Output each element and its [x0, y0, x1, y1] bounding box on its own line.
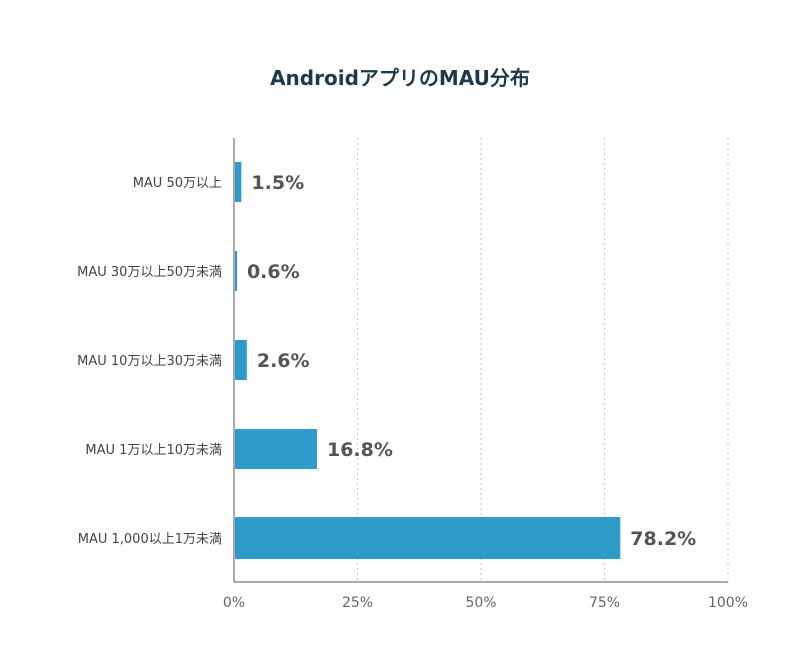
category-label: MAU 1,000以上1万未満 — [78, 532, 222, 547]
x-tick-label: 75% — [589, 595, 620, 611]
category-label: MAU 50万以上 — [133, 176, 222, 191]
bar — [235, 162, 242, 202]
bar — [235, 340, 247, 380]
category-label: MAU 1万以上10万未満 — [85, 443, 222, 458]
data-label: 78.2% — [630, 528, 696, 550]
data-label: 0.6% — [247, 261, 300, 283]
bar — [235, 429, 317, 469]
x-tick-label: 100% — [708, 595, 748, 611]
x-tick-label: 0% — [223, 595, 245, 611]
x-tick-label: 50% — [465, 595, 496, 611]
chart-title: AndroidアプリのMAU分布 — [270, 66, 530, 90]
category-label: MAU 10万以上30万未満 — [77, 354, 222, 369]
bar — [235, 251, 237, 291]
bar — [235, 517, 621, 559]
data-label: 1.5% — [251, 172, 304, 194]
data-label: 16.8% — [327, 439, 393, 461]
x-tick-label: 25% — [342, 595, 373, 611]
category-label: MAU 30万以上50万未満 — [77, 265, 222, 280]
data-label: 2.6% — [257, 350, 310, 372]
